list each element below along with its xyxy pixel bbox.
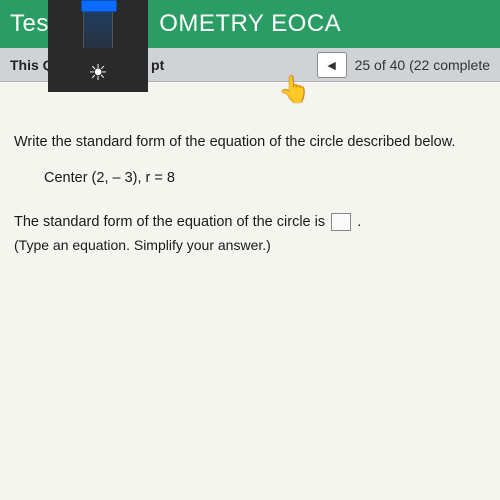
answer-lead-text: The standard form of the equation of the…: [14, 214, 329, 230]
prev-question-button[interactable]: ◄: [317, 52, 347, 78]
title-part-right: OMETRY EOCA: [159, 10, 341, 37]
brightness-icon: ☀: [88, 60, 108, 86]
question-given: Center (2, – 3), r = 8: [14, 168, 486, 190]
question-prompt: Write the standard form of the equation …: [14, 132, 486, 154]
chevron-left-icon: ◄: [325, 57, 339, 73]
question-content: Write the standard form of the equation …: [0, 82, 500, 270]
answer-line: The standard form of the equation of the…: [14, 212, 486, 234]
answer-hint: (Type an equation. Simplify your answer.…: [14, 235, 486, 256]
brightness-slider[interactable]: [83, 0, 113, 48]
pointer-cursor-icon: 👆: [278, 74, 310, 105]
title-part-left: Tes: [10, 10, 49, 37]
answer-input[interactable]: [331, 213, 351, 231]
nav-controls: ◄ 25 of 40 (22 complete: [317, 52, 490, 78]
brightness-overlay: ☀: [48, 0, 148, 92]
slider-thumb[interactable]: [81, 0, 117, 12]
answer-trail-text: .: [357, 214, 361, 230]
progress-text: 25 of 40 (22 complete: [355, 57, 490, 73]
